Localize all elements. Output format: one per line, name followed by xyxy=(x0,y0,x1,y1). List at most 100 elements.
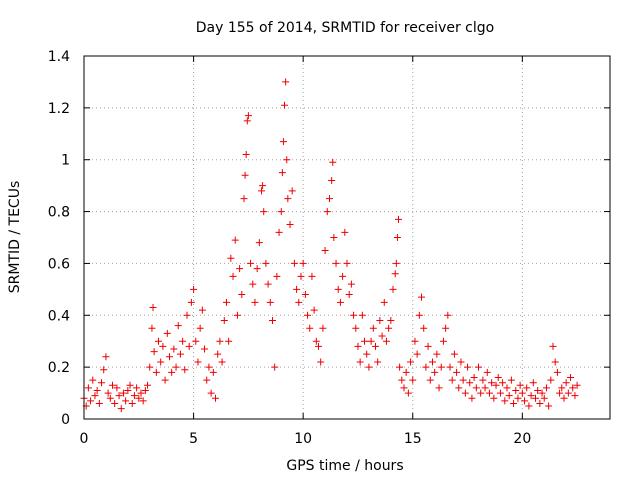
data-point xyxy=(378,332,386,340)
data-point xyxy=(325,195,333,203)
data-point xyxy=(393,234,401,241)
data-point xyxy=(233,311,241,319)
data-point xyxy=(161,376,169,384)
data-point xyxy=(343,259,351,267)
data-point xyxy=(108,381,116,389)
data-point xyxy=(130,392,138,400)
data-point xyxy=(411,337,419,345)
data-point xyxy=(448,376,456,384)
data-point xyxy=(115,392,123,400)
data-point xyxy=(249,280,257,288)
data-point xyxy=(273,272,281,280)
data-point xyxy=(382,337,390,345)
x-tick-label: 20 xyxy=(513,431,531,447)
data-point xyxy=(227,254,235,262)
axis-ticks: 0 0.2 0.4 0.6 0.8 1 1.2 1.4 0 5 10 15 20 xyxy=(48,49,610,447)
data-point xyxy=(275,228,283,236)
data-point xyxy=(329,158,337,166)
data-point xyxy=(251,298,259,306)
data-point xyxy=(455,384,463,392)
data-point xyxy=(527,392,535,400)
data-point xyxy=(560,394,568,402)
data-point xyxy=(479,376,487,384)
data-point xyxy=(400,384,408,392)
data-point xyxy=(150,348,158,356)
data-point xyxy=(361,337,369,345)
data-point xyxy=(181,366,189,374)
data-point xyxy=(442,324,450,332)
data-point xyxy=(468,394,476,402)
data-point xyxy=(133,384,141,392)
data-point xyxy=(553,368,561,376)
data-point xyxy=(512,386,520,394)
data-point xyxy=(207,389,215,397)
data-point xyxy=(446,363,454,371)
data-point xyxy=(159,342,167,350)
data-point xyxy=(321,246,329,254)
data-point xyxy=(196,324,204,332)
data-point xyxy=(308,272,316,280)
data-point xyxy=(157,358,165,366)
data-point xyxy=(477,389,485,397)
data-point xyxy=(242,151,250,159)
data-point xyxy=(165,353,173,361)
data-point xyxy=(119,389,127,397)
data-point xyxy=(124,386,132,394)
data-point xyxy=(488,379,496,387)
grid-lines xyxy=(84,56,610,419)
data-point xyxy=(212,394,219,402)
data-point xyxy=(367,337,375,345)
data-point xyxy=(457,358,465,366)
data-point xyxy=(431,368,439,376)
data-point xyxy=(310,306,318,314)
data-point xyxy=(98,379,106,387)
data-point xyxy=(510,399,518,407)
chart-title: Day 155 of 2014, SRMTID for receiver clg… xyxy=(196,20,494,36)
x-axis-label: GPS time / hours xyxy=(286,458,403,474)
data-point xyxy=(278,169,286,177)
data-point xyxy=(91,392,99,400)
data-point xyxy=(558,384,566,392)
data-point xyxy=(516,381,524,389)
y-tick-label: 0.8 xyxy=(48,205,70,221)
data-point xyxy=(470,374,478,382)
data-point xyxy=(117,405,125,413)
data-point xyxy=(371,342,379,350)
data-point xyxy=(293,285,301,293)
data-point xyxy=(187,298,195,306)
data-point xyxy=(380,298,388,306)
y-tick-label: 0.6 xyxy=(48,256,70,272)
data-point xyxy=(194,358,202,366)
data-point xyxy=(437,363,445,371)
data-point xyxy=(258,187,266,195)
data-point xyxy=(198,306,206,314)
data-point xyxy=(464,363,472,371)
data-point xyxy=(128,399,136,407)
data-point xyxy=(225,337,233,345)
data-point xyxy=(168,368,176,376)
data-point xyxy=(571,392,579,400)
data-point xyxy=(277,208,285,216)
data-point xyxy=(229,272,237,280)
data-point xyxy=(240,195,248,203)
data-point xyxy=(222,298,230,306)
data-point xyxy=(481,384,489,392)
data-point xyxy=(170,345,178,353)
data-point xyxy=(354,342,362,350)
data-point xyxy=(192,337,200,345)
data-point xyxy=(494,374,502,382)
data-point xyxy=(266,298,274,306)
data-point xyxy=(439,337,447,345)
data-point xyxy=(255,239,263,247)
data-point xyxy=(475,363,482,371)
data-point xyxy=(126,381,134,389)
data-point xyxy=(106,394,114,402)
data-point xyxy=(507,376,515,384)
data-point xyxy=(385,324,393,332)
data-point xyxy=(518,389,526,397)
data-point xyxy=(163,329,171,337)
data-point xyxy=(573,381,581,389)
data-point xyxy=(176,350,184,358)
data-point xyxy=(297,272,305,280)
